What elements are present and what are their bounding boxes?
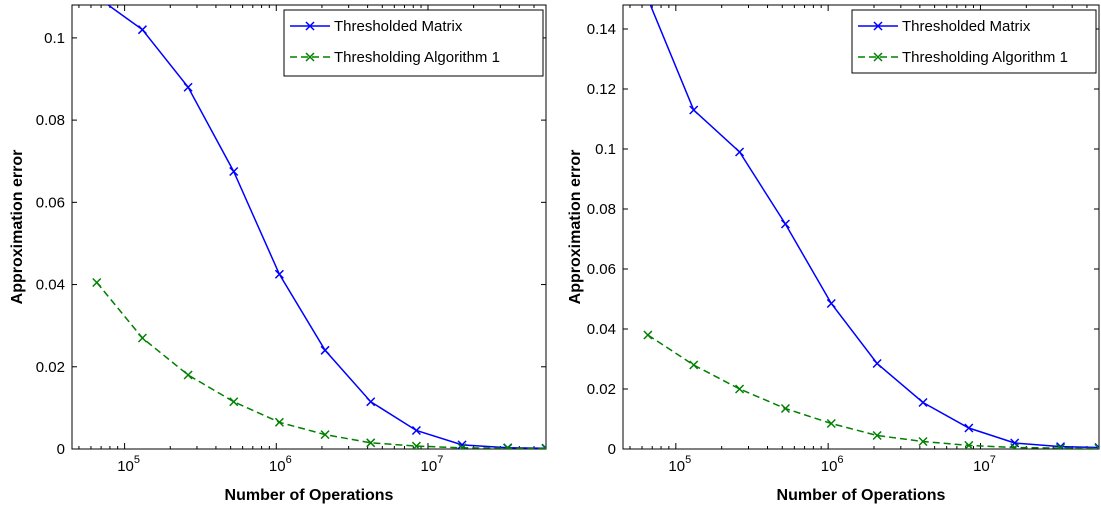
y-tick-label: 0.08	[587, 201, 616, 218]
data-point	[780, 219, 790, 229]
y-tick-label: 0.02	[36, 359, 65, 376]
data-point	[183, 370, 193, 380]
data-point	[93, 0, 101, 1]
data-point	[183, 82, 193, 92]
y-tick-label: 0.02	[587, 381, 616, 398]
data-point	[644, 0, 652, 3]
y-tick-label: 0.1	[44, 30, 65, 47]
data-point	[503, 443, 513, 449]
y-tick-label: 0.04	[587, 321, 616, 338]
legend-label: Thresholding Algorithm 1	[902, 49, 1068, 66]
y-axis-label: Approximation error	[567, 150, 584, 305]
data-point	[780, 403, 790, 414]
x-tick-label: 106	[269, 454, 292, 475]
data-point	[918, 436, 928, 447]
y-tick-label: 0.14	[587, 21, 616, 38]
y-tick-label: 0	[608, 441, 616, 458]
chart-left: 0 0.02 0.04 0.06 0.08 0.1 105 106 107 Number of O…	[9, 0, 547, 504]
data-point	[826, 418, 836, 429]
data-point	[411, 425, 421, 436]
data-point	[92, 277, 102, 288]
data-point	[457, 443, 467, 449]
data-point	[320, 430, 330, 440]
legend-label: Thresholded Matrix	[902, 18, 1031, 35]
data-point	[1056, 443, 1066, 449]
series-line-1	[96, 282, 546, 449]
y-tick-label: 0.06	[36, 194, 65, 211]
legend-box	[851, 9, 1097, 74]
data-point	[872, 430, 882, 441]
data-point	[366, 438, 376, 448]
data-point	[274, 417, 284, 427]
x-tick-label: 107	[421, 454, 444, 475]
data-point	[735, 147, 745, 157]
data-point	[137, 333, 147, 343]
x-tick-label: 107	[973, 454, 996, 475]
y-tick-label: 0.04	[36, 277, 65, 294]
y-tick-label: 0.06	[587, 261, 616, 278]
x-tick-label: 105	[668, 454, 691, 475]
data-point	[541, 444, 546, 449]
data-point	[320, 345, 330, 355]
legend-label: Thresholded Matrix	[334, 18, 463, 35]
legend-box	[283, 9, 544, 77]
data-point	[872, 358, 882, 369]
series-line-1	[647, 334, 1099, 449]
y-tick-label: 0.08	[36, 112, 65, 129]
data-point	[1056, 442, 1066, 449]
data-point	[643, 330, 653, 340]
y-axis-label: Approximation error	[9, 150, 26, 305]
data-point	[1094, 443, 1099, 449]
y-tick-label: 0	[57, 441, 65, 458]
plot-frame	[622, 4, 1100, 450]
data-point	[826, 298, 836, 309]
data-point	[689, 105, 699, 115]
data-point	[229, 397, 239, 407]
legend-marker	[873, 21, 883, 31]
y-tick-label: 0.1	[595, 141, 616, 158]
plot-frame	[71, 4, 547, 450]
data-point	[964, 423, 974, 433]
data-point	[735, 384, 745, 394]
y-tick-label: 0.12	[587, 81, 616, 98]
data-point	[229, 166, 239, 177]
legend: Thresholded Matrix Thresholding Algorithm…	[283, 9, 544, 77]
legend: Thresholded Matrix Thresholding Algorithm…	[851, 9, 1097, 74]
x-tick-label: 106	[821, 454, 844, 475]
data-point	[137, 25, 147, 35]
legend-marker	[305, 52, 315, 62]
x-tick-label: 105	[117, 454, 140, 475]
data-point	[274, 269, 284, 279]
data-point	[918, 397, 928, 408]
data-point	[411, 441, 421, 449]
x-axis-label: Number of Operations	[225, 487, 394, 504]
legend-label: Thresholding Algorithm 1	[334, 49, 500, 66]
x-axis-label: Number of Operations	[777, 487, 946, 504]
data-point	[689, 360, 699, 370]
chart-right: 0 0.02 0.04 0.06 0.08 0.1 0.12 0.14 105 106 107 Num…	[567, 0, 1100, 504]
legend-marker	[873, 52, 883, 62]
data-point	[366, 397, 376, 407]
data-point	[1010, 442, 1020, 449]
data-point	[964, 440, 974, 449]
legend-marker	[305, 21, 315, 31]
